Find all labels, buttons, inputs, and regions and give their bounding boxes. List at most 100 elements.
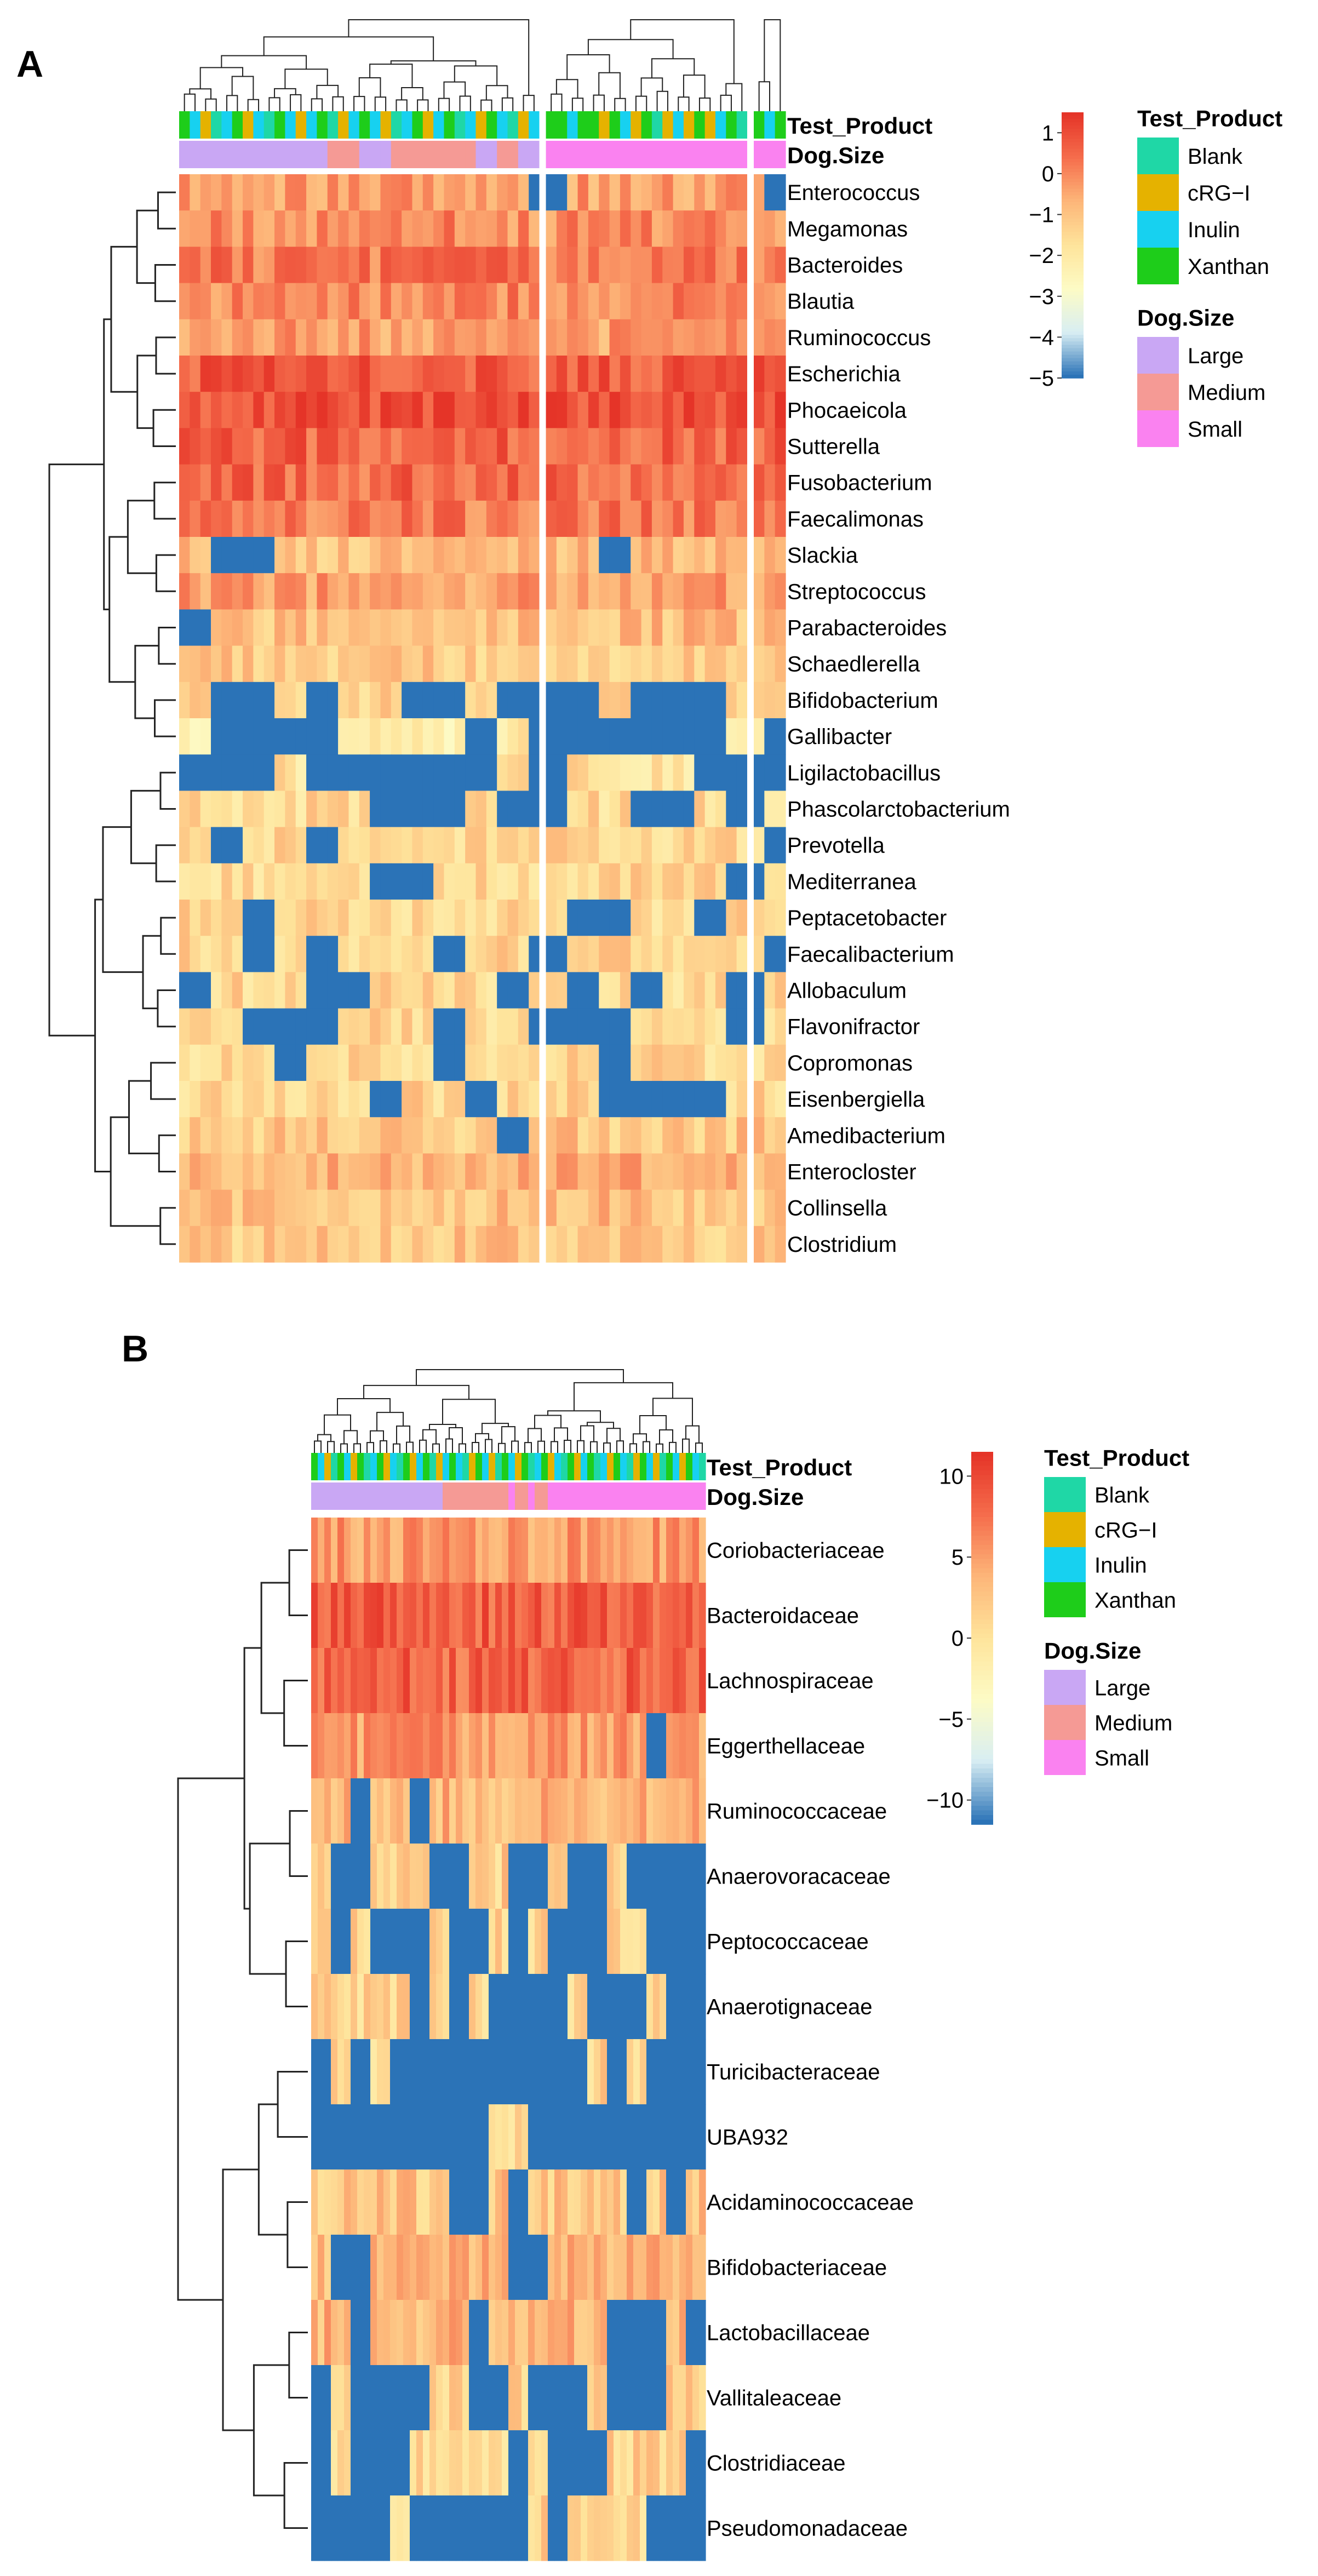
heatmap-cell <box>715 392 726 428</box>
heatmap-cell <box>200 972 211 1009</box>
heatmap-cell <box>599 900 610 936</box>
heatmap-cell <box>641 718 652 755</box>
heatmap-cell <box>651 283 663 320</box>
heatmap-cell <box>412 900 423 936</box>
heatmap-cell <box>662 863 674 900</box>
heatmap-cell <box>528 1583 535 1648</box>
heatmap-cell <box>753 247 765 284</box>
heatmap-cell <box>515 1844 522 1909</box>
dendrogram-branch <box>551 1441 558 1453</box>
heatmap-cell <box>548 2430 555 2496</box>
heatmap-cell <box>627 2039 634 2105</box>
heatmap-cell <box>351 1974 358 2040</box>
annotation-test-product-cell <box>370 1453 377 1480</box>
annotation-test-product-cell <box>429 1453 437 1480</box>
heatmap-cell <box>694 863 706 900</box>
heatmap-cell <box>683 283 695 320</box>
heatmap-cell <box>704 1153 716 1190</box>
colorbar-segment <box>971 1694 993 1699</box>
heatmap-cell <box>475 2300 483 2366</box>
dendrogram-branch <box>353 96 365 111</box>
heatmap-cell <box>627 2104 634 2170</box>
heatmap-cell <box>704 500 716 537</box>
heatmap-cell <box>489 1713 496 1779</box>
heatmap-cell <box>753 1117 765 1154</box>
heatmap-cell <box>469 1518 476 1583</box>
heatmap-cell <box>306 1044 318 1081</box>
heatmap-cell <box>775 537 786 574</box>
heatmap-cell <box>775 319 786 356</box>
heatmap-cell <box>653 2235 660 2300</box>
heatmap-cell <box>377 2430 384 2496</box>
annotation-dog-size-cell <box>444 141 455 168</box>
heatmap-cell <box>338 609 349 646</box>
heatmap-cell <box>673 1648 680 1714</box>
heatmap-cell <box>410 2300 417 2366</box>
heatmap-cell <box>232 428 243 465</box>
annotation-test-product-cell <box>348 111 360 139</box>
heatmap-cell <box>683 500 695 537</box>
heatmap-cell <box>327 247 339 284</box>
colorbar-segment <box>971 1452 993 1457</box>
column-dendrogram-a-1 <box>184 19 535 111</box>
heatmap-cell <box>587 1583 594 1648</box>
dendrogram-branch <box>205 98 217 111</box>
colorbar-segment <box>971 1750 993 1755</box>
heatmap-cell <box>666 1909 673 1974</box>
heatmap-cell <box>646 1974 654 2040</box>
heatmap-cell <box>627 1648 634 1714</box>
heatmap-cell <box>190 1153 201 1190</box>
colorbar-segment <box>971 1549 993 1555</box>
heatmap-cell <box>253 1226 265 1263</box>
heatmap-cell <box>263 174 275 211</box>
heatmap-cell <box>529 500 540 537</box>
heatmap-cell <box>295 319 307 356</box>
row-label-prevotella: Prevotella <box>787 834 885 858</box>
heatmap-cell <box>200 283 211 320</box>
heatmap-cell <box>679 1778 686 1844</box>
heatmap-cell <box>673 464 684 501</box>
colorbar-tick-label: −4 <box>1029 325 1054 350</box>
heatmap-cell <box>736 609 748 646</box>
heatmap-cell <box>614 1518 621 1583</box>
heatmap-cell <box>662 609 674 646</box>
colorbar-segment <box>971 1670 993 1676</box>
annotation-test-product-cell <box>412 111 423 139</box>
heatmap-cell <box>577 1008 589 1045</box>
heatmap-cell <box>338 863 349 900</box>
heatmap-cell <box>423 1518 430 1583</box>
heatmap-cell <box>486 210 497 247</box>
heatmap-cell <box>486 863 497 900</box>
annotation-dog-size-cell <box>443 1482 450 1510</box>
heatmap-cell <box>556 1008 568 1045</box>
legend-swatch-large <box>1137 337 1179 374</box>
heatmap-cell <box>306 863 318 900</box>
heatmap-cell <box>588 464 599 501</box>
heatmap-cell <box>541 1518 548 1583</box>
heatmap-cell <box>736 900 748 936</box>
heatmap-cell <box>412 1008 423 1045</box>
heatmap-cell <box>331 2495 338 2561</box>
heatmap-cell <box>686 2430 693 2496</box>
heatmap-cell <box>554 1844 561 1909</box>
heatmap-cell <box>253 754 265 791</box>
heatmap-cell <box>660 1713 667 1779</box>
heatmap-cell <box>764 645 776 683</box>
annotation-test-product-cell <box>528 1453 535 1480</box>
heatmap-cell <box>651 791 663 828</box>
heatmap-cell <box>673 428 684 465</box>
heatmap-cell <box>338 1081 349 1118</box>
heatmap-cell <box>179 1117 190 1154</box>
annotation-test-product-cell <box>337 1453 345 1480</box>
heatmap-cell <box>502 1974 509 2040</box>
annotation-dog-size-cell <box>383 1482 391 1510</box>
heatmap-cell <box>651 174 663 211</box>
heatmap-cell <box>331 1909 338 1974</box>
colorbar-segment <box>1062 251 1084 256</box>
annotation-test-product-cell <box>683 111 695 139</box>
heatmap-cell <box>568 2430 575 2496</box>
heatmap-cell <box>594 1583 601 1648</box>
heatmap-cell <box>200 174 211 211</box>
heatmap-cell <box>574 1844 581 1909</box>
heatmap-cell <box>518 718 529 755</box>
